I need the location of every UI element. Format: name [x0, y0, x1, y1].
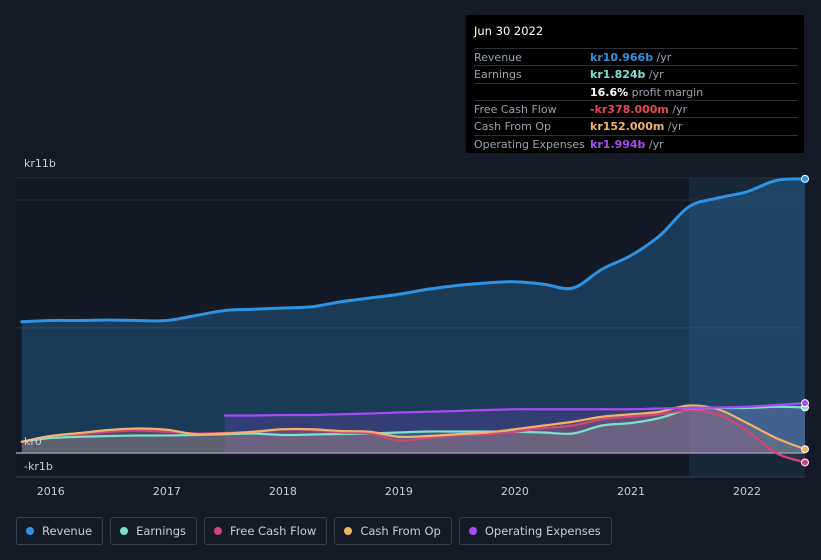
x-tick-label: 2016 [37, 485, 65, 498]
x-tick-label: 2021 [617, 485, 645, 498]
legend-item[interactable]: Free Cash Flow [204, 517, 328, 545]
series-line-free-cash-flow [20, 409, 807, 464]
x-tick-label: 2018 [269, 485, 297, 498]
tooltip-row: Free Cash Flow -kr378.000m /yr [474, 99, 798, 118]
series-endpoint [801, 174, 809, 183]
x-tick-label: 2019 [385, 485, 413, 498]
tooltip-row-value: kr1.994b /yr [590, 137, 664, 151]
legend-item[interactable]: Revenue [16, 517, 104, 545]
legend-item[interactable]: Earnings [110, 517, 197, 545]
tooltip-row: Earnings kr1.824b /yr [474, 65, 798, 83]
tooltip-row-value: kr152.000m /yr [590, 120, 683, 134]
tooltip-row: Cash From Op kr152.000m /yr [474, 117, 798, 135]
tooltip-row-label: Revenue [474, 51, 522, 64]
tooltip-row-value: 16.6% profit margin [590, 85, 704, 99]
y-tick-label: kr0 [24, 435, 42, 448]
series-endpoint [801, 458, 809, 467]
legend-dot-icon [26, 527, 34, 535]
x-tick-label: 2020 [501, 485, 529, 498]
tooltip: Jun 30 2022 Revenue kr10.966b /yr Earnings… [466, 15, 804, 153]
series-line-revenue [20, 177, 807, 324]
series-line-earnings [20, 405, 807, 443]
tooltip-row-value: kr1.824b /yr [590, 68, 664, 82]
series-line-operating-expenses [223, 402, 807, 417]
tooltip-row-label: Earnings [474, 68, 522, 82]
legend: Revenue Earnings Free Cash Flow Cash From O… [16, 517, 612, 545]
series-endpoint [801, 399, 809, 408]
tooltip-row: 16.6% profit margin [474, 82, 798, 101]
tooltip-row-value: -kr378.000m /yr [590, 102, 688, 116]
tooltip-row-label: Free Cash Flow [474, 102, 557, 116]
legend-label: Free Cash Flow [230, 524, 317, 538]
legend-item[interactable]: Cash From Op [334, 517, 452, 545]
axis-labels: kr11b kr0 -kr1b 2016 2017 2018 2019 2020 2021 202… [24, 157, 761, 498]
series-area-earnings [21, 406, 806, 453]
legend-label: Revenue [42, 524, 93, 538]
series-area-revenue [21, 178, 806, 453]
legend-dot-icon [120, 527, 129, 535]
series-areas [21, 178, 806, 463]
tooltip-row-label: Operating Expenses [474, 137, 585, 151]
tooltip-row-label: Cash From Op [474, 120, 552, 134]
legend-dot-icon [344, 527, 353, 535]
series-endpoint [801, 445, 809, 454]
legend-item[interactable]: Operating Expenses [458, 517, 612, 545]
series-lines [20, 174, 809, 467]
legend-label: Operating Expenses [484, 524, 601, 538]
legend-dot-icon [214, 527, 222, 535]
tooltip-date: Jun 30 2022 [474, 24, 544, 38]
series-area-operating-expenses [224, 403, 806, 453]
y-tick-label: -kr1b [24, 460, 53, 473]
x-tick-label: 2022 [733, 485, 761, 498]
tooltip-row: Revenue kr10.966b /yr [474, 48, 798, 66]
tooltip-row: Operating Expenses kr1.994b /yr [474, 134, 798, 153]
legend-dot-icon [468, 527, 477, 535]
grid [16, 177, 805, 478]
legend-label: Earnings [136, 524, 186, 538]
legend-label: Cash From Op [360, 524, 441, 538]
tooltip-row-value: kr10.966b /yr [590, 51, 672, 64]
x-tick-label: 2017 [153, 485, 181, 498]
y-tick-label: kr11b [24, 157, 56, 170]
